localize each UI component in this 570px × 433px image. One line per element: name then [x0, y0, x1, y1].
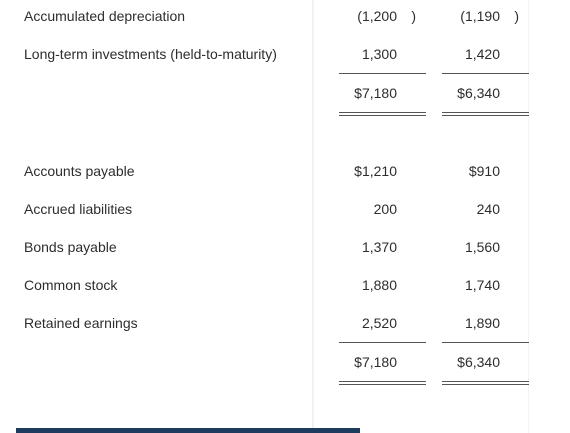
- total-year-1: $7,180: [354, 354, 397, 370]
- value-year-2: 240: [476, 201, 500, 217]
- total-year-1: $7,180: [354, 85, 397, 101]
- table-row-accumulated-depreciation: Accumulated depreciation (1,200 ) (1,190…: [0, 6, 570, 26]
- column-divider: [312, 0, 314, 433]
- double-rule: [339, 384, 426, 385]
- double-rule: [442, 384, 529, 385]
- subtotal-rule: [339, 342, 426, 343]
- row-label: Bonds payable: [24, 239, 117, 255]
- double-rule: [442, 381, 529, 382]
- row-label: Long-term investments (held-to-maturity): [24, 46, 277, 62]
- value-year-2: 1,740: [464, 277, 500, 293]
- table-row-total-assets: $7,180 $6,340: [0, 83, 570, 103]
- value-year-2: 1,890: [464, 315, 500, 331]
- total-year-2: $6,340: [457, 85, 500, 101]
- value-year-1: 2,520: [361, 315, 397, 331]
- double-rule: [442, 112, 529, 113]
- subtotal-rule: [442, 73, 529, 74]
- value-year-1: 1,300: [361, 46, 397, 62]
- value-year-2: 1,420: [464, 46, 500, 62]
- value-year-1: $1,210: [354, 163, 397, 179]
- table-row-common-stock: Common stock 1,880 1,740: [0, 275, 570, 295]
- bottom-scrollbar[interactable]: [16, 428, 360, 433]
- value-year-2: 1,560: [464, 239, 500, 255]
- double-rule: [339, 115, 426, 116]
- row-label: Common stock: [24, 277, 118, 293]
- subtotal-rule: [442, 342, 529, 343]
- table-row-retained-earnings: Retained earnings 2,520 1,890: [0, 313, 570, 333]
- value-year-1: 1,880: [361, 277, 397, 293]
- table-row-accounts-payable: Accounts payable $1,210 $910: [0, 161, 570, 181]
- value-year-1: (1,200: [357, 8, 397, 24]
- table-row-bonds-payable: Bonds payable 1,370 1,560: [0, 237, 570, 257]
- value-year-2: (1,190: [460, 8, 500, 24]
- total-year-2: $6,340: [457, 354, 500, 370]
- row-label: Retained earnings: [24, 315, 138, 331]
- double-rule: [339, 381, 426, 382]
- paren-year-2: ): [514, 8, 519, 24]
- table-row-accrued-liabilities: Accrued liabilities 200 240: [0, 199, 570, 219]
- value-year-1: 200: [373, 201, 397, 217]
- row-label: Accrued liabilities: [24, 201, 133, 217]
- row-label: Accumulated depreciation: [24, 8, 186, 24]
- double-rule: [339, 112, 426, 113]
- column-divider-right: [528, 0, 529, 433]
- value-year-1: 1,370: [361, 239, 397, 255]
- table-row-total-liabilities-equity: $7,180 $6,340: [0, 352, 570, 372]
- row-label: Accounts payable: [24, 163, 135, 179]
- double-rule: [442, 115, 529, 116]
- table-row-long-term-investments: Long-term investments (held-to-maturity)…: [0, 44, 570, 64]
- value-year-2: $910: [468, 163, 500, 179]
- paren-year-1: ): [411, 8, 416, 24]
- subtotal-rule: [339, 73, 426, 74]
